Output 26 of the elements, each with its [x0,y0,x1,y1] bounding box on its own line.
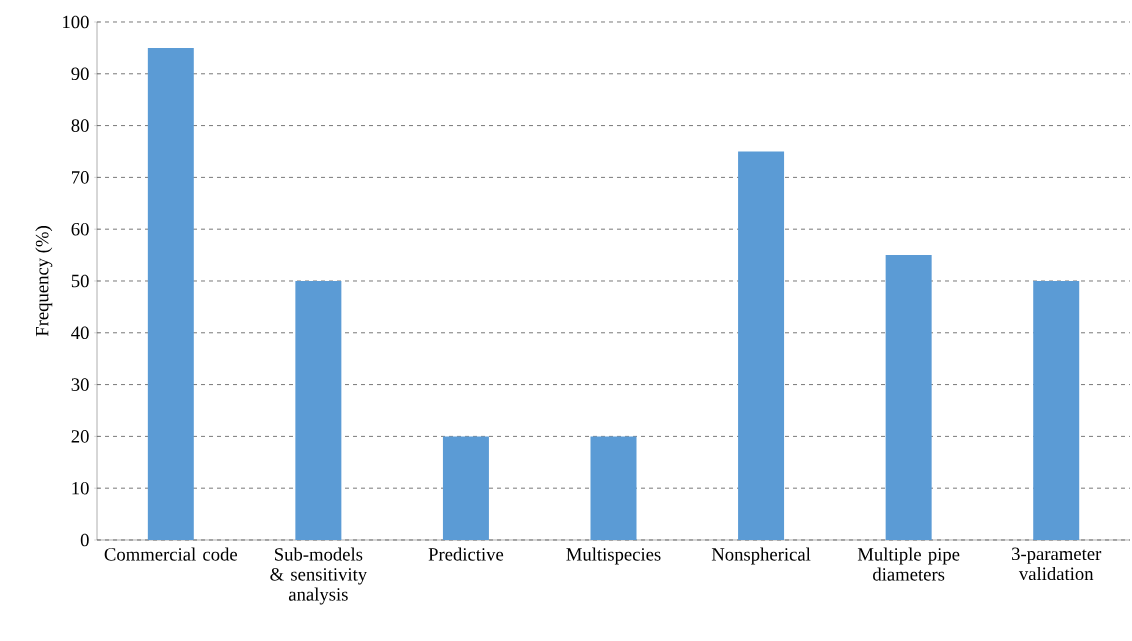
y-axis-title: Frequency (%) [35,226,53,337]
x-tick-label: Nonspherical [711,547,811,565]
x-tick-label: 3-parameter validation [1012,547,1102,581]
x-tick-label: Commercial code [104,547,238,561]
bar [738,151,785,540]
y-tick-label: 10 [72,481,89,495]
y-tick-label: 80 [71,119,89,132]
y-tick-label: 0 [80,533,89,547]
y-tick-label: 100 [63,15,89,29]
y-tick-label: 50 [71,274,89,288]
y-tick-label: 90 [71,67,89,81]
x-tick-label: Predictive [428,547,504,561]
x-tick-label: Multiple pipe diameters [857,547,960,581]
x-tick-label: Multispecies [566,547,661,565]
x-tick-label: Sub-models & sensitivity analysis [270,547,368,605]
bar [147,47,194,540]
bar [1033,280,1080,540]
y-tick-label: 30 [71,378,89,391]
y-tick-label: 60 [71,222,89,236]
bar [590,436,637,540]
bar [442,436,489,540]
y-tick-label: 40 [71,326,89,340]
bar [295,280,342,540]
y-tick-label: 20 [71,430,89,443]
bar [885,255,932,540]
y-tick-label: 70 [72,171,89,184]
